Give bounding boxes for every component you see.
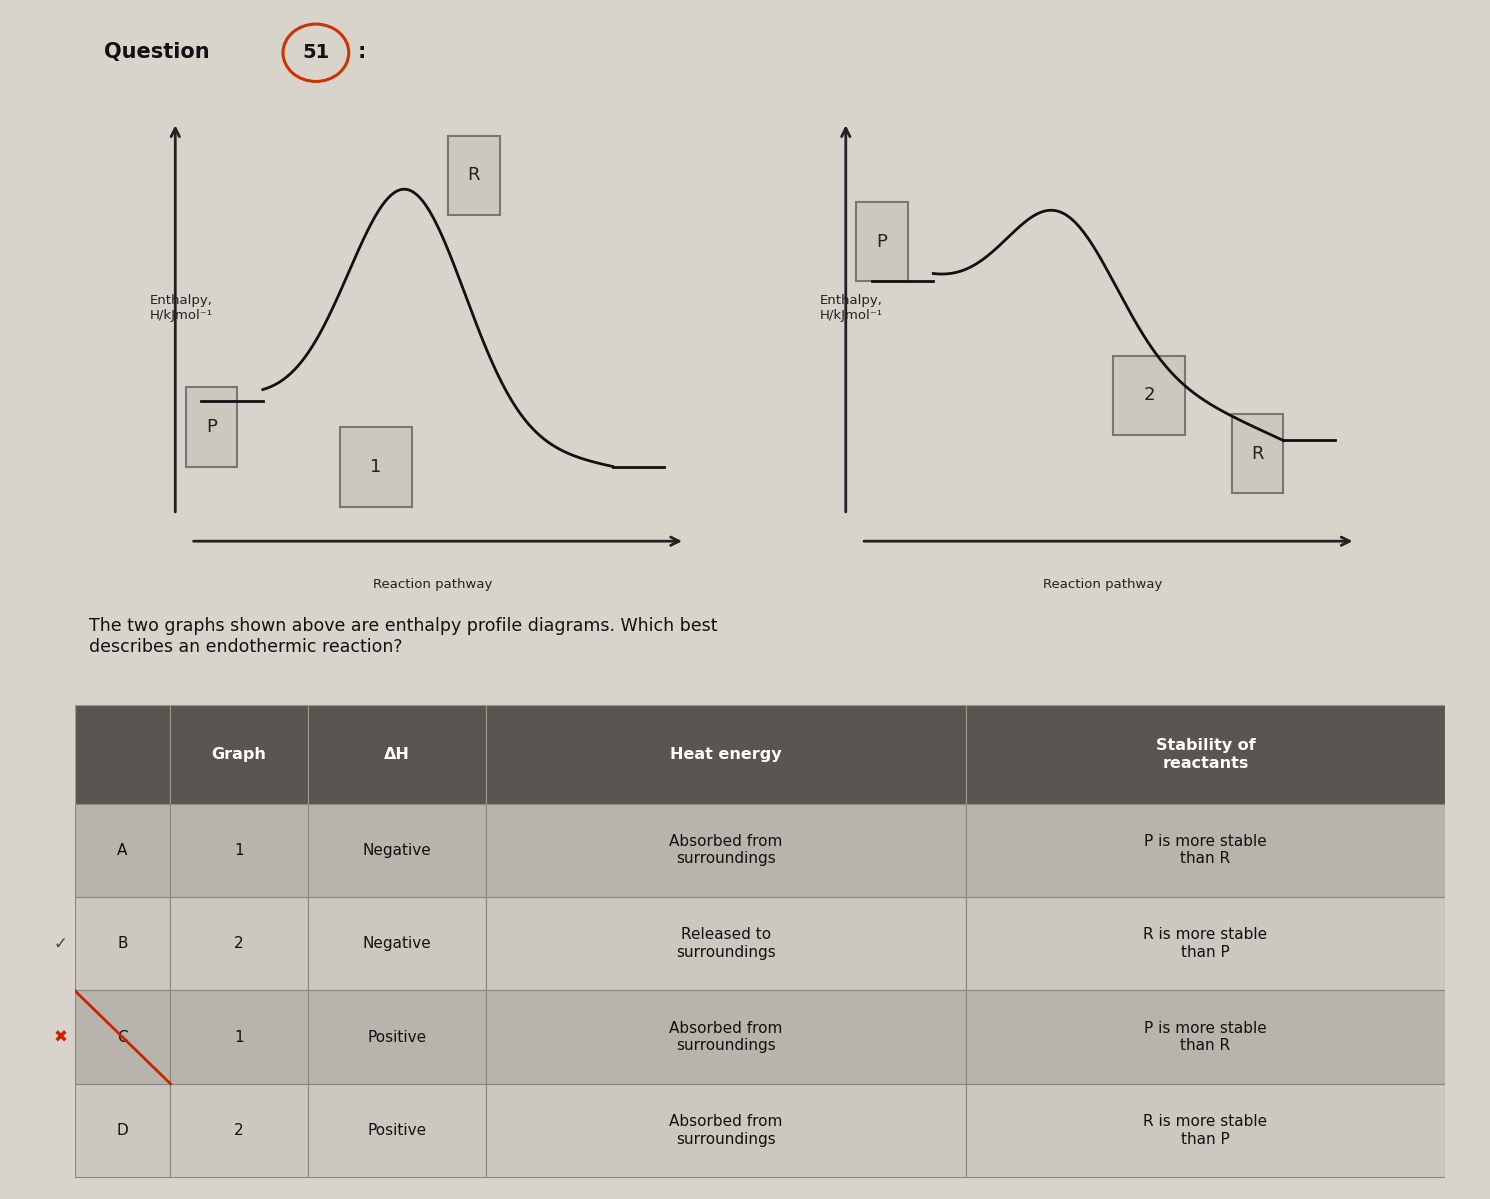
Text: Reaction pathway: Reaction pathway <box>1043 578 1162 591</box>
Bar <box>170 803 307 897</box>
Bar <box>448 135 499 215</box>
Text: R is more stable
than P: R is more stable than P <box>1143 1114 1268 1146</box>
Text: P: P <box>876 233 887 251</box>
Text: ✓: ✓ <box>54 935 67 953</box>
Bar <box>1232 414 1283 494</box>
Text: Graph: Graph <box>212 747 267 761</box>
Text: Reaction pathway: Reaction pathway <box>372 578 492 591</box>
Text: Question: Question <box>104 42 210 62</box>
Text: ✖: ✖ <box>54 1028 67 1046</box>
Bar <box>486 803 966 897</box>
Text: :: : <box>358 42 367 62</box>
Text: Absorbed from
surroundings: Absorbed from surroundings <box>669 835 782 867</box>
Text: D: D <box>116 1123 128 1138</box>
Bar <box>170 705 307 803</box>
Text: C: C <box>118 1030 128 1044</box>
Text: R: R <box>1252 445 1264 463</box>
Bar <box>1113 356 1186 435</box>
Bar <box>857 201 907 282</box>
Text: Enthalpy,
H/kJmol⁻¹: Enthalpy, H/kJmol⁻¹ <box>820 294 884 323</box>
Text: Absorbed from
surroundings: Absorbed from surroundings <box>669 1114 782 1146</box>
Bar <box>966 990 1445 1084</box>
Text: Heat energy: Heat energy <box>670 747 781 761</box>
Text: B: B <box>118 936 128 951</box>
Text: The two graphs shown above are enthalpy profile diagrams. Which best
describes a: The two graphs shown above are enthalpy … <box>89 617 718 656</box>
Text: 2: 2 <box>234 1123 244 1138</box>
Text: P is more stable
than R: P is more stable than R <box>1144 835 1266 867</box>
Text: P is more stable
than R: P is more stable than R <box>1144 1020 1266 1053</box>
Bar <box>74 1084 170 1177</box>
Bar <box>307 990 486 1084</box>
Text: ΔH: ΔH <box>384 747 410 761</box>
Bar <box>307 897 486 990</box>
Text: Negative: Negative <box>362 843 431 857</box>
Bar <box>307 803 486 897</box>
Text: Positive: Positive <box>367 1123 426 1138</box>
Text: P: P <box>206 418 216 436</box>
Bar <box>340 427 413 507</box>
Text: Positive: Positive <box>367 1030 426 1044</box>
Bar <box>486 1084 966 1177</box>
Text: 2: 2 <box>234 936 244 951</box>
Bar <box>966 803 1445 897</box>
Bar <box>486 897 966 990</box>
Bar <box>966 897 1445 990</box>
Bar <box>966 705 1445 803</box>
Text: R: R <box>468 167 480 185</box>
Bar <box>966 1084 1445 1177</box>
Bar <box>486 705 966 803</box>
Text: R is more stable
than P: R is more stable than P <box>1143 928 1268 960</box>
Text: 51: 51 <box>302 43 329 62</box>
Text: Negative: Negative <box>362 936 431 951</box>
Text: Absorbed from
surroundings: Absorbed from surroundings <box>669 1020 782 1053</box>
Bar <box>74 897 170 990</box>
Bar <box>186 387 237 466</box>
Bar <box>74 990 170 1084</box>
Bar <box>486 990 966 1084</box>
Text: 2: 2 <box>1144 386 1155 404</box>
Bar <box>170 897 307 990</box>
Bar <box>307 1084 486 1177</box>
Text: Released to
surroundings: Released to surroundings <box>676 928 775 960</box>
Text: Stability of
reactants: Stability of reactants <box>1156 739 1255 771</box>
Bar <box>74 705 170 803</box>
Text: 1: 1 <box>234 843 244 857</box>
Bar <box>307 705 486 803</box>
Bar <box>170 1084 307 1177</box>
Text: 1: 1 <box>371 458 381 476</box>
Text: Enthalpy,
H/kJmol⁻¹: Enthalpy, H/kJmol⁻¹ <box>149 294 213 323</box>
Bar <box>74 803 170 897</box>
Text: A: A <box>118 843 128 857</box>
Text: 1: 1 <box>234 1030 244 1044</box>
Bar <box>170 990 307 1084</box>
